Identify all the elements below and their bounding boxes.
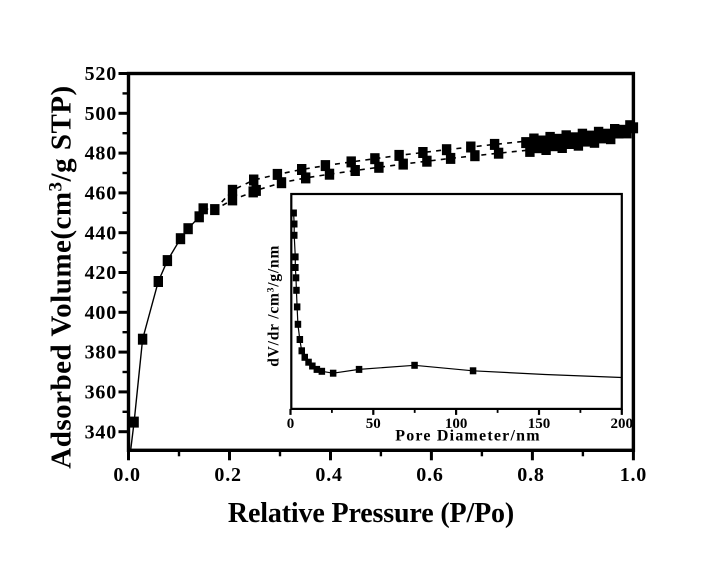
- svg-text:200: 200: [611, 416, 634, 432]
- svg-text:dV/dr /cm3/g/nm: dV/dr /cm3/g/nm: [266, 245, 283, 367]
- svg-text:520: 520: [85, 63, 117, 85]
- svg-text:360: 360: [85, 382, 117, 404]
- svg-text:0.4: 0.4: [315, 464, 342, 486]
- svg-text:50: 50: [366, 416, 381, 432]
- svg-text:0.6: 0.6: [416, 464, 443, 486]
- svg-text:420: 420: [85, 262, 117, 284]
- svg-text:460: 460: [85, 183, 117, 205]
- svg-text:400: 400: [85, 302, 117, 324]
- svg-text:0.0: 0.0: [113, 464, 140, 486]
- svg-text:0.2: 0.2: [214, 464, 241, 486]
- svg-text:1.0: 1.0: [620, 464, 647, 486]
- svg-text:440: 440: [85, 222, 117, 244]
- svg-text:Adsorbed Volume(cm3/g STP): Adsorbed Volume(cm3/g STP): [46, 85, 78, 468]
- svg-text:Pore Diameter/nm: Pore Diameter/nm: [395, 428, 541, 445]
- svg-text:500: 500: [85, 103, 117, 125]
- svg-text:0: 0: [287, 416, 295, 432]
- svg-text:0.8: 0.8: [517, 464, 544, 486]
- svg-text:150: 150: [528, 416, 551, 432]
- svg-text:480: 480: [85, 143, 117, 165]
- svg-text:Relative Pressure (P/Po): Relative Pressure (P/Po): [228, 498, 514, 529]
- svg-text:380: 380: [85, 342, 117, 364]
- svg-text:100: 100: [445, 416, 468, 432]
- svg-text:340: 340: [85, 421, 117, 443]
